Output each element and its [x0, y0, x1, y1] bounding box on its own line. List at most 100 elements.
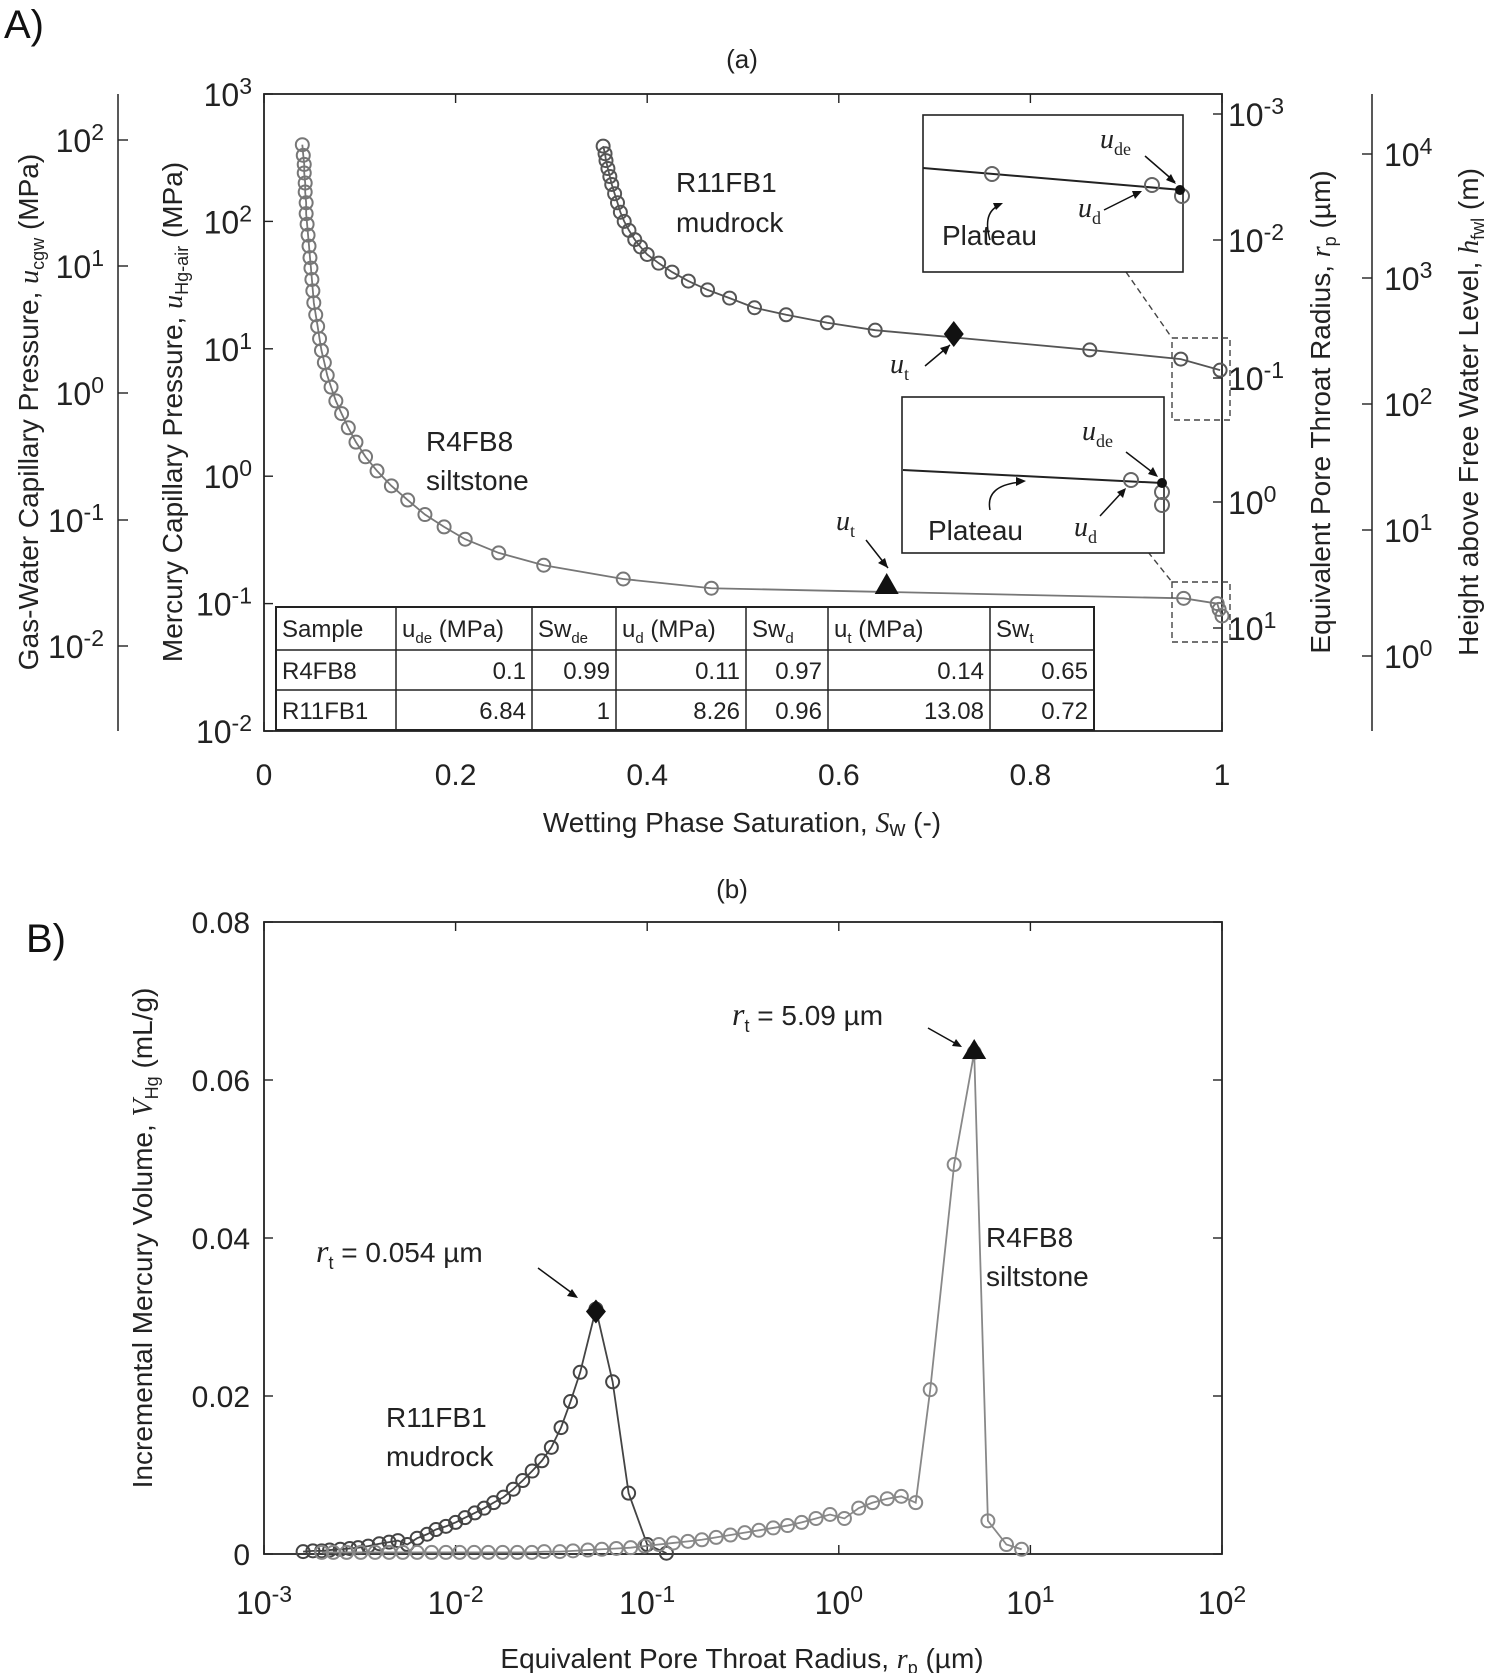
panel-b-data-point-r11: [505, 1481, 521, 1497]
ut-arrowhead-r4: [878, 558, 888, 568]
outer-right-tick-label: 100: [1384, 635, 1432, 675]
parameter-table: Sample ude (MPa) Swde ud (MPa) Swd ut (MPa) Sw…: [275, 606, 1095, 731]
panel-b-data-point-r11: [515, 1473, 531, 1489]
panel-b-data-point-r4: [495, 1544, 511, 1560]
table-header-cell: ud (MPa): [622, 616, 716, 647]
panel-b-data-point-r4: [822, 1507, 838, 1522]
rt-marker-r4: [962, 1038, 987, 1059]
panel-a-subtitle: (a): [726, 44, 758, 74]
panel-a-data-point-r4: [383, 478, 399, 494]
zoom-leader-r11: [1125, 271, 1173, 339]
panel-a-data-point-r4: [296, 156, 312, 172]
panel-b-data-point-r11: [496, 1489, 512, 1505]
inset-r4-line: [902, 469, 1163, 484]
panel-a-data-point-r11: [651, 255, 667, 271]
panel-a-x-tick-label: 0.6: [818, 759, 860, 792]
inset-r11-plateau-arrowhead: [993, 203, 1003, 210]
panel-a-ticks: 0 0.2 0.4 0.6 0.8 110310210110010-110-210-310…: [196, 73, 1284, 792]
panel-a-data-point-r4: [334, 406, 350, 422]
panel-b-data-point-r4: [608, 1540, 624, 1556]
panel-a-data-point-r11: [610, 195, 626, 211]
panel-b-data-point-r4: [851, 1500, 867, 1516]
panel-a-data-point-r4: [328, 393, 344, 409]
table-header-cell: Swd: [752, 616, 794, 647]
panel-b-data-point-r4: [594, 1541, 610, 1557]
panel-a-left-tick-label: 10-1: [196, 583, 252, 623]
panel-a-data-point-r4: [369, 463, 385, 479]
outer-left-axis-ticks: 102 101 100 10-1 10-2: [48, 119, 128, 665]
left-axis-label: Mercury Capillary Pressure, uHg-air (MPa…: [157, 162, 192, 662]
zoom-leader-r4: [1147, 551, 1173, 583]
panel-a-data-point-r4: [294, 137, 310, 153]
panel-b-data-point-r11: [371, 1536, 387, 1552]
table-cell: 6.84: [479, 698, 526, 725]
panel-a-x-tick-label: 0.4: [626, 759, 668, 792]
panel-b-data-point-r11: [381, 1534, 397, 1550]
panel-b-data-point-r4: [765, 1520, 781, 1536]
panel-b-data-point-r11: [295, 1544, 311, 1560]
panel-a-data-point-r4: [340, 420, 356, 436]
panel-a-label: A): [4, 3, 44, 47]
panel-b-data-point-r11: [543, 1439, 559, 1455]
panel-b-data-point-r11: [621, 1485, 637, 1501]
panel-a-right-tick-label: 10-1: [1228, 357, 1284, 397]
panel-b-x-tick-label: 10-3: [236, 1581, 292, 1621]
panel-a-data-point-r11: [607, 186, 623, 202]
panel-b-data-point-r4: [314, 1544, 330, 1560]
outer-left-tick-label: 102: [56, 119, 104, 159]
outer-right-tick-label: 102: [1384, 383, 1432, 423]
rt-r4-arrowhead: [952, 1039, 962, 1047]
ut-marker-r11: [943, 320, 964, 347]
panel-a-data-point-r11: [616, 213, 632, 229]
inset-r11-ude-label: ude: [1100, 124, 1131, 159]
inset-r11-ud-label: ud: [1078, 193, 1101, 228]
panel-a-data-point-r11: [664, 264, 680, 280]
inset-r4: Plateau ude ud: [901, 396, 1170, 554]
ut-marker-r4: [874, 572, 899, 594]
table-header-cell: ut (MPa): [834, 616, 924, 647]
table-header-cell: Swt: [996, 616, 1034, 647]
panel-a-data-point-r11: [604, 176, 620, 192]
panel-b-data-point-r11: [438, 1518, 454, 1534]
panel-a-data-point-r11: [1212, 362, 1228, 378]
panel-b-data-point-r4: [424, 1544, 440, 1560]
panel-a-left-tick-label: 100: [204, 455, 252, 495]
inset-r4-ud-arrowhead: [1117, 488, 1126, 498]
panel-a-data-point-r11: [680, 273, 696, 289]
panel-a-data-point-r4: [615, 571, 631, 587]
inset-r4-ude-arrowhead: [1148, 467, 1158, 477]
inset-r11-ude-dot: [1175, 185, 1185, 195]
panel-b-data-point-r4: [722, 1527, 738, 1543]
panel-a-right-tick-label: 101: [1228, 607, 1276, 647]
panel-b-data-point-r11: [658, 1545, 674, 1561]
panel-a-data-point-r4: [323, 379, 339, 395]
panel-a-data-point-r4: [536, 557, 552, 573]
table-cell: 1: [597, 698, 610, 725]
r11-series-name-a: R11FB1: [676, 167, 777, 198]
right-axis-label: Equivalent Pore Throat Radius, rp (µm): [1305, 170, 1340, 653]
inset-r11-point-ud: [1144, 177, 1160, 193]
inset-r11: Plateau ude ud: [922, 114, 1190, 273]
r11-series-name-b: R11FB1: [386, 1402, 487, 1433]
panel-b-data-point-r4: [780, 1518, 796, 1534]
panel-a-data-point-r4: [400, 492, 416, 508]
panel-b-data-point-r4: [395, 1544, 411, 1560]
table-cell: 0.99: [563, 658, 610, 685]
panel-b-data-point-r4: [893, 1488, 909, 1504]
panel-a-left-tick-label: 103: [204, 73, 252, 113]
outer-right-tick-label: 104: [1384, 133, 1433, 173]
panel-a-left-tick-label: 10-2: [196, 710, 252, 750]
panel-a-x-tick-label: 0.8: [1010, 759, 1052, 792]
panel-b-y-tick-label: 0.06: [192, 1065, 250, 1098]
panel-b-data-point-r4: [339, 1544, 355, 1560]
rt-r4-label: rt = 5.09 µm: [732, 996, 883, 1036]
panel-a-data-point-r4: [1176, 590, 1192, 606]
panel-b-data-point-r4: [737, 1525, 753, 1541]
rt-r11-arrow: [537, 1267, 577, 1297]
panel-b-data-point-r4: [946, 1157, 962, 1173]
panel-a-data-point-r4: [305, 283, 321, 299]
panel-b-data-point-r4: [922, 1382, 938, 1398]
panel-b-data-point-r4: [580, 1542, 596, 1558]
panel-a-right-tick-label: 100: [1228, 481, 1276, 521]
panel-a-data-point-r4: [297, 184, 313, 200]
